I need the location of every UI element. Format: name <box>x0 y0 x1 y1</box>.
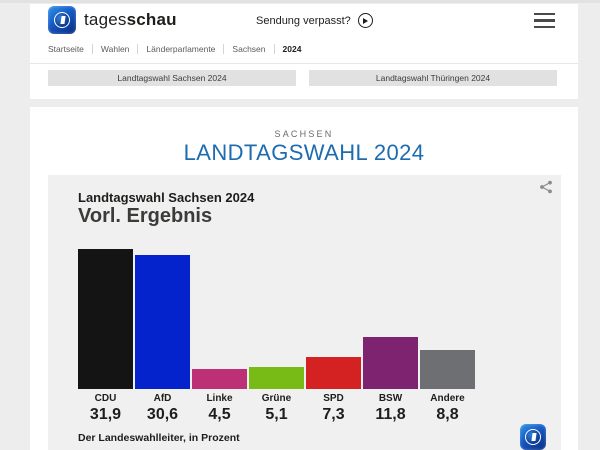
bar <box>420 350 475 389</box>
bar-track <box>192 249 247 389</box>
breadcrumb-item-wahlen[interactable]: Wahlen <box>100 44 130 54</box>
breadcrumb-separator <box>273 44 275 54</box>
tagesschau-logo-icon <box>48 6 76 34</box>
bar <box>249 367 304 389</box>
bar-track <box>420 249 475 389</box>
bar <box>363 337 418 389</box>
breadcrumb-item-startseite[interactable]: Startseite <box>48 44 84 54</box>
tagesschau-watermark-icon <box>520 424 546 450</box>
bar-track <box>249 249 304 389</box>
bar <box>78 249 133 389</box>
party-label: CDU <box>94 393 117 404</box>
menu-bar-icon <box>534 19 555 22</box>
menu-bar-icon <box>534 25 555 28</box>
brand-bold: schau <box>126 10 177 29</box>
brand-wordmark: tagesschau <box>84 10 177 30</box>
bar-track <box>135 249 190 389</box>
share-icon[interactable] <box>539 180 553 194</box>
party-label: BSW <box>378 393 403 404</box>
breadcrumb-separator <box>223 44 225 54</box>
party-value: 11,8 <box>375 406 406 423</box>
party-label: AfD <box>153 393 172 404</box>
party-value: 7,3 <box>322 406 345 423</box>
bar <box>306 357 361 389</box>
party-label: Grüne <box>261 393 292 404</box>
tagesschau-home-link[interactable]: tagesschau <box>48 6 177 34</box>
kicker-sachsen: SACHSEN <box>274 129 334 139</box>
bar-track <box>78 249 133 389</box>
globe-icon <box>54 12 70 28</box>
page-title: LANDTAGSWAHL 2024 <box>183 140 425 165</box>
chart-subtitle: Vorl. Ergebnis <box>78 205 213 227</box>
brand-regular: tages <box>84 10 127 29</box>
party-value: 30,6 <box>146 406 179 423</box>
party-label: Linke <box>206 393 233 404</box>
election-tabs: Landtagswahl Sachsen 2024 Landtagswahl T… <box>48 70 557 86</box>
menu-button[interactable] <box>534 13 555 28</box>
bar <box>192 369 247 389</box>
party-label: Andere <box>430 393 465 404</box>
play-icon[interactable] <box>357 13 373 28</box>
party-label: SPD <box>323 393 344 404</box>
main-content: SACHSEN LANDTAGSWAHL 2024 Landtagswahl S… <box>30 107 578 450</box>
party-value: 8,8 <box>436 406 459 423</box>
bar-track <box>363 249 418 389</box>
bar-track <box>306 249 361 389</box>
bar-column-spd: SPD 7,3 <box>306 249 361 424</box>
party-value: 31,9 <box>89 406 122 423</box>
menu-bar-icon <box>534 13 555 16</box>
party-value: 5,1 <box>265 406 288 423</box>
breadcrumb-item-sachsen[interactable]: Sachsen <box>232 44 266 54</box>
breadcrumb-item-2024: 2024 <box>282 44 302 54</box>
bar <box>135 255 190 389</box>
sendung-verpasst-label: Sendung verpasst? <box>256 14 351 27</box>
header-divider <box>30 63 578 64</box>
breadcrumb-separator <box>137 44 139 54</box>
breadcrumb-separator <box>91 44 93 54</box>
bar-column-andere: Andere 8,8 <box>420 249 475 424</box>
sendung-verpasst-link[interactable]: Sendung verpasst? <box>256 13 373 28</box>
chart-source: Der Landeswahlleiter, in Prozent <box>78 432 240 444</box>
site-header: tagesschau Sendung verpasst? Startseite … <box>30 4 578 99</box>
party-value: 4,5 <box>208 406 231 423</box>
breadcrumb: Startseite Wahlen Länderparlamente Sachs… <box>48 44 309 54</box>
bar-column-grne: Grüne 5,1 <box>249 249 304 424</box>
breadcrumb-item-laenderparlamente[interactable]: Länderparlamente <box>146 44 216 54</box>
bar-column-bsw: BSW 11,8 <box>363 249 418 424</box>
bar-chart: CDU 31,9 AfD 30,6 Linke 4,5 Grüne 5,1 SPD 7,3 BSW 1… <box>78 249 475 424</box>
tab-landtagswahl-sachsen[interactable]: Landtagswahl Sachsen 2024 <box>48 70 296 86</box>
election-chart-card: Landtagswahl Sachsen 2024 Vorl. Ergebnis… <box>48 175 561 450</box>
globe-icon <box>525 429 541 445</box>
bar-column-linke: Linke 4,5 <box>192 249 247 424</box>
chart-title: Landtagswahl Sachsen 2024 <box>78 190 255 205</box>
tab-landtagswahl-thueringen[interactable]: Landtagswahl Thüringen 2024 <box>309 70 557 86</box>
bar-column-cdu: CDU 31,9 <box>78 249 133 424</box>
bar-column-afd: AfD 30,6 <box>135 249 190 424</box>
viewport-top-strip <box>0 0 600 3</box>
